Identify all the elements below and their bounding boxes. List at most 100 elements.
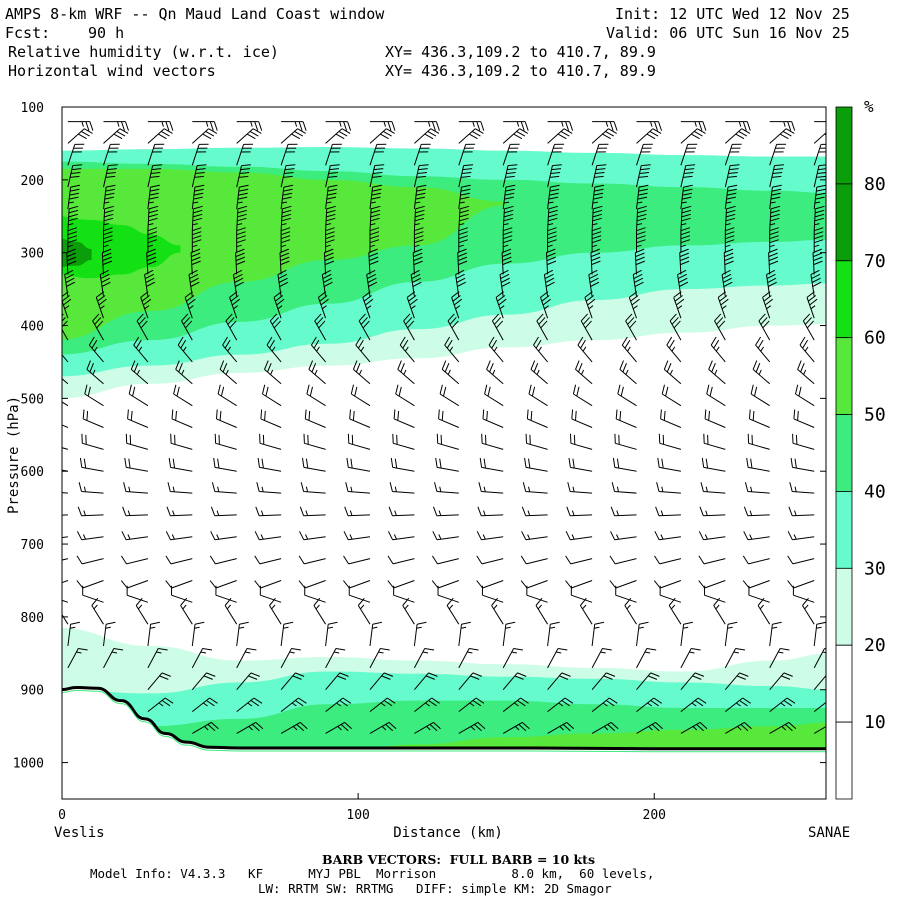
- wind-barb: [349, 409, 371, 428]
- cross-section-xy-1: XY= 436.3,109.2 to 410.7, 89.9: [385, 43, 656, 61]
- wind-barb: [795, 384, 815, 407]
- wind-barb: [236, 672, 260, 691]
- wind-barb: [314, 313, 327, 341]
- wind-barb: [612, 457, 637, 472]
- wind-barb: [591, 621, 605, 647]
- wind-barb: [619, 360, 637, 385]
- wind-barb: [610, 531, 637, 541]
- wind-barb: [769, 672, 793, 691]
- wind-barb: [344, 506, 371, 517]
- wind-barb: [536, 313, 549, 341]
- wind-barb: [325, 143, 342, 166]
- wind-barb: [721, 269, 733, 297]
- wind-barb: [580, 313, 593, 341]
- wind-barb: [660, 409, 682, 428]
- wind-barb: [147, 128, 173, 144]
- wind-barb: [92, 313, 104, 341]
- wind-barb: [369, 227, 380, 253]
- wind-barb: [503, 121, 529, 131]
- wind-barb: [812, 248, 823, 275]
- wind-barb: [213, 457, 237, 472]
- wind-barb: [813, 132, 826, 144]
- wind-barb: [743, 506, 770, 517]
- wind-barb: [225, 313, 238, 341]
- wind-barb: [236, 121, 263, 131]
- terrain-below-ground: [62, 687, 826, 799]
- wind-barb: [813, 648, 826, 669]
- wind-barb: [724, 648, 746, 669]
- wind-barb: [813, 725, 826, 734]
- wind-barb: [224, 597, 238, 625]
- wind-barb: [103, 227, 113, 253]
- wind-barb: [769, 721, 797, 734]
- wind-barb: [591, 184, 605, 210]
- wind-barb: [621, 336, 637, 363]
- wind-barb: [526, 409, 548, 428]
- wind-barb: [257, 457, 282, 472]
- wind-barb: [634, 248, 645, 275]
- wind-barb: [254, 580, 282, 589]
- wind-barb: [458, 128, 484, 144]
- y-tick-label: 200: [21, 174, 44, 189]
- wind-barb: [413, 205, 425, 231]
- wind-barb: [262, 384, 282, 407]
- wind-barb: [636, 697, 662, 712]
- wind-barb: [136, 313, 149, 341]
- wind-barb: [191, 143, 209, 166]
- wind-barb: [543, 269, 555, 297]
- wind-barb: [181, 313, 193, 341]
- wind-barb: [140, 291, 152, 319]
- wind-barb: [347, 433, 371, 450]
- wind-barb: [679, 248, 690, 275]
- wind-barb: [369, 128, 395, 144]
- wind-barb: [749, 409, 770, 428]
- wind-barb: [476, 580, 504, 589]
- wind-barb: [502, 621, 516, 647]
- wind-barb: [666, 336, 682, 363]
- wind-barb: [67, 128, 93, 144]
- wind-barb: [175, 360, 193, 385]
- wind-barb: [521, 531, 548, 541]
- colorbar-swatch: [835, 183, 853, 262]
- wind-barb: [273, 291, 285, 319]
- wind-barb: [280, 143, 298, 166]
- wind-barb: [584, 291, 596, 319]
- wind-barb: [67, 164, 83, 188]
- wind-barb: [669, 313, 682, 341]
- wind-barb: [67, 205, 79, 231]
- wind-barb: [325, 205, 336, 231]
- wind-barb: [458, 697, 485, 712]
- wind-barb: [413, 621, 427, 647]
- wind-barb: [653, 580, 682, 589]
- wind-barb: [708, 360, 726, 385]
- wind-barb: [168, 457, 193, 472]
- wind-barb: [368, 248, 379, 275]
- wind-barb: [636, 164, 651, 188]
- terrain-surface: [62, 686, 826, 799]
- wind-barb: [281, 121, 307, 131]
- wind-barb: [387, 555, 415, 565]
- wind-barb: [84, 384, 104, 407]
- x-start-label: Veslis: [54, 825, 105, 841]
- wind-barb: [724, 143, 742, 166]
- wind-barb: [103, 143, 120, 166]
- wind-barb: [806, 291, 818, 319]
- wind-barb: [813, 701, 826, 712]
- wind-barb: [62, 492, 68, 494]
- wind-barb: [482, 409, 504, 428]
- wind-barb: [698, 580, 726, 589]
- wind-barb: [413, 164, 429, 188]
- wind-barb: [167, 482, 193, 494]
- wind-barb: [399, 336, 415, 363]
- wind-barb: [476, 555, 504, 565]
- wind-barb: [706, 384, 726, 407]
- wind-barb: [255, 506, 282, 517]
- wind-barb: [369, 648, 390, 669]
- wind-barb: [369, 143, 387, 166]
- wind-barb: [192, 721, 219, 734]
- wind-barb: [280, 697, 307, 712]
- wind-barb: [236, 128, 262, 144]
- wind-barb: [547, 672, 571, 691]
- wind-barb: [725, 121, 751, 131]
